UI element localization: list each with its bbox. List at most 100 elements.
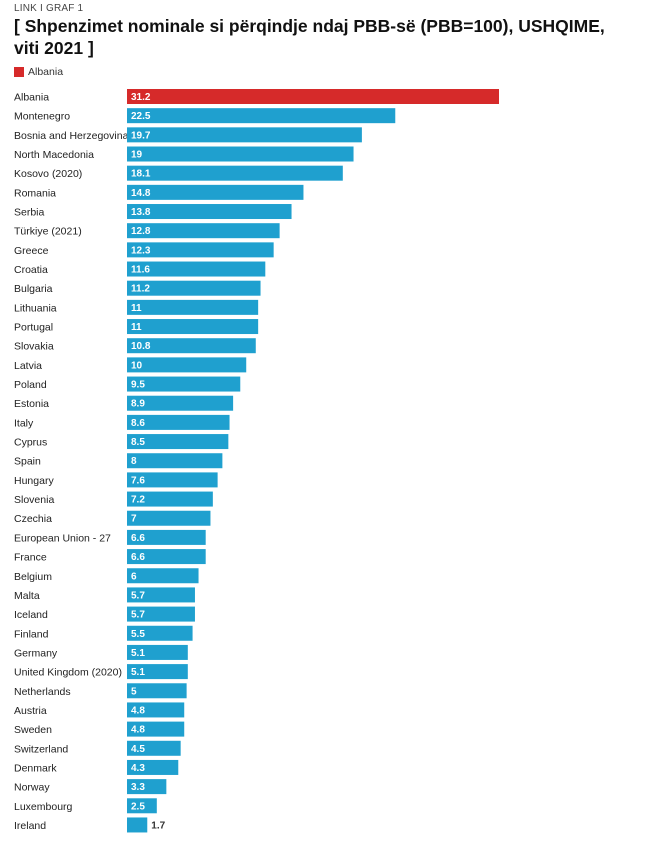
value-label-czechia: 7 (131, 514, 137, 525)
bar-norway (127, 779, 167, 795)
chart-legend: Albania (14, 66, 63, 78)
value-label-malta: 5.7 (131, 590, 145, 601)
bar-denmark (127, 759, 179, 775)
value-label-bosnia-and-herzegovina: 19.7 (131, 130, 151, 141)
value-label-finland: 5.5 (131, 629, 145, 640)
value-label-european-union-27: 6.6 (131, 533, 145, 544)
bar-czechia (127, 510, 211, 526)
category-label-malta: Malta (14, 590, 40, 602)
bar-switzerland (127, 740, 181, 756)
category-label-bosnia-and-herzegovina: Bosnia and Herzegovina (14, 130, 129, 142)
category-label-serbia: Serbia (14, 207, 45, 219)
bar-netherlands (127, 683, 187, 699)
category-label-france: France (14, 552, 47, 564)
category-label-latvia: Latvia (14, 360, 42, 372)
value-label-estonia: 8.9 (131, 399, 145, 410)
bar-t-rkiye-2021 (127, 223, 280, 239)
value-label-kosovo-2020: 18.1 (131, 169, 151, 180)
value-label-north-macedonia: 19 (131, 150, 143, 161)
value-label-sweden: 4.8 (131, 725, 145, 736)
category-label-norway: Norway (14, 782, 50, 794)
category-label-european-union-27: European Union - 27 (14, 532, 111, 544)
bar-belgium (127, 568, 199, 584)
category-label-cyprus: Cyprus (14, 437, 47, 449)
value-label-slovenia: 7.2 (131, 495, 145, 506)
chart-title: [ Shpenzimet nominale si përqindje ndaj … (14, 16, 605, 58)
legend-label-albania: Albania (28, 66, 64, 78)
category-label-hungary: Hungary (14, 475, 54, 487)
value-label-france: 6.6 (131, 552, 145, 563)
value-label-portugal: 11 (131, 322, 142, 333)
value-label-cyprus: 8.5 (131, 437, 145, 448)
value-label-iceland: 5.7 (131, 610, 145, 621)
value-label-spain: 8 (131, 456, 137, 467)
value-label-switzerland: 4.5 (131, 744, 145, 755)
value-label-montenegro: 22.5 (131, 111, 151, 122)
category-label-greece: Greece (14, 245, 49, 257)
value-label-denmark: 4.3 (131, 763, 145, 774)
value-label-latvia: 10 (131, 360, 143, 371)
category-label-portugal: Portugal (14, 322, 53, 334)
category-label-t-rkiye-2021: Türkiye (2021) (14, 226, 82, 238)
category-label-denmark: Denmark (14, 762, 57, 774)
bar-sweden (127, 721, 185, 737)
category-label-montenegro: Montenegro (14, 111, 70, 123)
bar-france (127, 549, 206, 565)
category-label-switzerland: Switzerland (14, 743, 68, 755)
category-label-belgium: Belgium (14, 571, 52, 583)
category-label-lithuania: Lithuania (14, 302, 57, 314)
value-label-poland: 9.5 (131, 380, 145, 391)
bar-slovenia (127, 491, 213, 507)
category-label-luxembourg: Luxembourg (14, 801, 73, 813)
category-label-iceland: Iceland (14, 609, 48, 621)
bar-malta (127, 587, 195, 603)
bar-iceland (127, 606, 195, 622)
value-label-serbia: 13.8 (131, 207, 151, 218)
category-label-albania: Albania (14, 92, 49, 104)
value-label-united-kingdom-2020: 5.1 (131, 667, 145, 678)
value-label-germany: 5.1 (131, 648, 145, 659)
category-label-sweden: Sweden (14, 724, 52, 736)
bar-albania (127, 89, 499, 104)
bar-greece (127, 242, 274, 258)
value-label-luxembourg: 2.5 (131, 801, 145, 812)
category-label-poland: Poland (14, 379, 47, 391)
legend-swatch-albania (14, 67, 24, 77)
bar-poland (127, 376, 241, 392)
category-label-italy: Italy (14, 417, 34, 429)
bar-estonia (127, 395, 234, 411)
bar-united-kingdom-2020 (127, 664, 188, 680)
bar-italy (127, 414, 230, 430)
category-label-croatia: Croatia (14, 264, 48, 276)
category-label-romania: Romania (14, 187, 56, 199)
bar-croatia (127, 261, 266, 277)
value-label-hungary: 7.6 (131, 475, 145, 486)
value-label-bulgaria: 11.2 (131, 284, 150, 295)
category-label-bulgaria: Bulgaria (14, 283, 53, 295)
category-label-ireland: Ireland (14, 820, 46, 832)
category-label-estonia: Estonia (14, 398, 49, 410)
category-label-united-kingdom-2020: United Kingdom (2020) (14, 667, 122, 679)
bar-hungary (127, 472, 218, 488)
value-label-italy: 8.6 (131, 418, 145, 429)
value-label-norway: 3.3 (131, 782, 145, 793)
category-label-spain: Spain (14, 456, 41, 468)
bar-germany (127, 644, 188, 660)
chart-kicker: LINK I GRAF 1 (14, 3, 84, 14)
category-label-slovenia: Slovenia (14, 494, 54, 506)
bar-romania (127, 184, 304, 200)
value-label-austria: 4.8 (131, 705, 145, 716)
bar-luxembourg (127, 798, 157, 814)
value-label-ireland: 1.7 (151, 820, 165, 831)
value-label-albania: 31.2 (131, 92, 151, 103)
bar-bosnia-and-herzegovina (127, 127, 362, 143)
bar-slovakia (127, 338, 256, 354)
bar-kosovo-2020 (127, 165, 343, 181)
value-label-slovakia: 10.8 (131, 341, 151, 352)
bar-european-union-27 (127, 529, 206, 545)
bar-north-macedonia (127, 146, 354, 162)
category-label-germany: Germany (14, 647, 58, 659)
value-label-t-rkiye-2021: 12.8 (131, 226, 151, 237)
bar-latvia (127, 357, 247, 373)
